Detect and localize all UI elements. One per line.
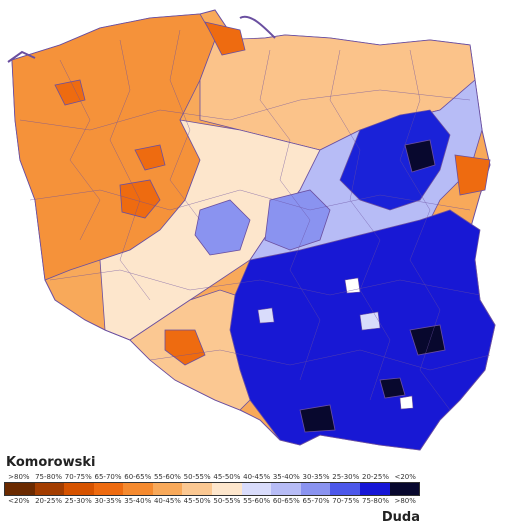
region-biala: [454, 154, 491, 196]
legend-top-label: 25-30%: [332, 473, 360, 481]
legend-bottom-label: 60-65%: [272, 497, 300, 505]
legend-swatch: [64, 483, 94, 495]
legend-bottom-label: 25-30%: [64, 497, 92, 505]
legend-top-label: 30-35%: [302, 473, 330, 481]
region-podlasie: [339, 109, 451, 211]
legend-swatch: [359, 483, 390, 495]
poland-election-map: [7, 9, 496, 451]
legend-top-label: 70-75%: [64, 473, 92, 481]
legend-swatch: [5, 483, 35, 495]
legend-bottom-label: 35-40%: [124, 497, 152, 505]
legend-top-label: 75-80%: [35, 473, 63, 481]
legend-top-label: 60-65%: [124, 473, 152, 481]
island-3: [257, 307, 275, 324]
legend-bottom-label: 45-50%: [183, 497, 211, 505]
region-very-dark-1: [404, 139, 436, 173]
legend-swatch: [241, 483, 272, 495]
legend-bottom-label: 40-45%: [153, 497, 181, 505]
legend-bottom-label: 30-35%: [94, 497, 122, 505]
legend-swatch: [330, 483, 360, 495]
legend-bottom-label: 20-25%: [35, 497, 63, 505]
candidate-duda-label: Duda: [381, 510, 420, 525]
legend-bottom-label: <20%: [8, 497, 30, 505]
island-1: [359, 311, 381, 331]
legend-bottom-label: >80%: [394, 497, 416, 505]
legend-swatch: [212, 483, 242, 495]
legend: >80% 75-80% 70-75% 65-70% 60-65% 55-60% 50-55%…: [4, 472, 420, 506]
legend-bottom-label: 70-75%: [332, 497, 360, 505]
legend-swatch: [152, 483, 183, 495]
region-gdansk: [204, 21, 246, 56]
legend-swatch: [389, 483, 420, 495]
legend-top-label: 55-60%: [153, 473, 181, 481]
island-2: [399, 395, 414, 410]
legend-top-labels: >80% 75-80% 70-75% 65-70% 60-65% 55-60% 50-55%…: [4, 472, 420, 482]
legend-swatches: [4, 482, 420, 496]
region-pila: [54, 79, 86, 106]
legend-top-label: 65-70%: [94, 473, 122, 481]
legend-bottom-label: 75-80%: [361, 497, 389, 505]
region-poznan: [119, 179, 161, 219]
legend-swatch: [34, 483, 65, 495]
legend-top-label: <20%: [394, 473, 416, 481]
legend-bottom-label: 65-70%: [302, 497, 330, 505]
district-borders: [19, 29, 491, 411]
region-bydgoszcz: [134, 144, 166, 171]
legend-top-label: 50-55%: [183, 473, 211, 481]
legend-top-label: >80%: [8, 473, 30, 481]
region-very-dark-4: [379, 377, 406, 399]
legend-bottom-label: 55-60%: [243, 497, 271, 505]
island-4: [344, 277, 361, 294]
candidate-komorowski-label: Komorowski: [6, 455, 96, 470]
region-mazovia: [264, 189, 331, 251]
legend-bottom-label: 50-55%: [213, 497, 241, 505]
legend-swatch: [182, 483, 213, 495]
region-lodz-blue: [194, 199, 251, 256]
legend-top-label: 20-25%: [361, 473, 389, 481]
legend-swatch: [300, 483, 331, 495]
legend-swatch: [123, 483, 153, 495]
legend-top-label: 40-45%: [243, 473, 271, 481]
vistula-lagoon: [239, 15, 276, 39]
region-very-dark-3: [299, 404, 336, 433]
legend-bottom-labels: <20% 20-25% 25-30% 30-35% 35-40% 40-45% 45-50%…: [4, 496, 420, 506]
region-very-dark-2: [409, 324, 446, 356]
legend-top-label: 45-50%: [213, 473, 241, 481]
legend-swatch: [93, 483, 124, 495]
szczecin-lagoon: [7, 50, 36, 63]
legend-top-label: 35-40%: [272, 473, 300, 481]
legend-swatch: [271, 483, 301, 495]
